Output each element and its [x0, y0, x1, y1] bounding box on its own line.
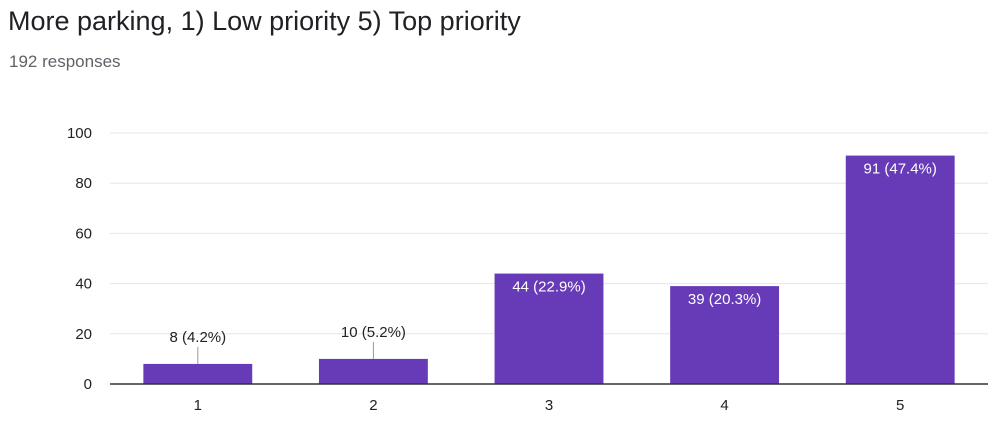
bar-1	[143, 363, 253, 384]
y-tick-label: 60	[75, 225, 92, 242]
y-tick-label: 0	[84, 376, 92, 393]
data-label: 10 (5.2%)	[341, 324, 406, 341]
y-tick-label: 100	[67, 125, 92, 142]
x-axis-ticks: 1 2 3 4 5	[194, 397, 905, 414]
bar-4	[670, 286, 780, 384]
bar-3	[494, 273, 604, 384]
x-tick-label: 3	[545, 397, 553, 414]
x-tick-label: 2	[369, 397, 377, 414]
y-tick-label: 40	[75, 276, 92, 293]
response-count: 192 responses	[9, 52, 121, 71]
x-tick-label: 5	[896, 397, 904, 414]
bar-2	[318, 358, 428, 384]
data-label: 8 (4.2%)	[169, 329, 226, 346]
x-tick-label: 1	[194, 397, 202, 414]
data-label: 91 (47.4%)	[864, 161, 937, 178]
data-label: 39 (20.3%)	[688, 291, 761, 308]
x-tick-label: 4	[720, 397, 728, 414]
chart-title: More parking, 1) Low priority 5) Top pri…	[8, 6, 521, 36]
y-axis-ticks: 0 20 40 60 80 100	[67, 125, 92, 393]
data-label: 44 (22.9%)	[512, 279, 585, 296]
data-labels: 8 (4.2%) 10 (5.2%) 44 (22.9%) 39 (20.3%) 91 …	[169, 161, 937, 364]
bar-5	[845, 155, 955, 384]
y-tick-label: 80	[75, 175, 92, 192]
y-tick-label: 20	[75, 326, 92, 343]
bars	[143, 155, 955, 384]
